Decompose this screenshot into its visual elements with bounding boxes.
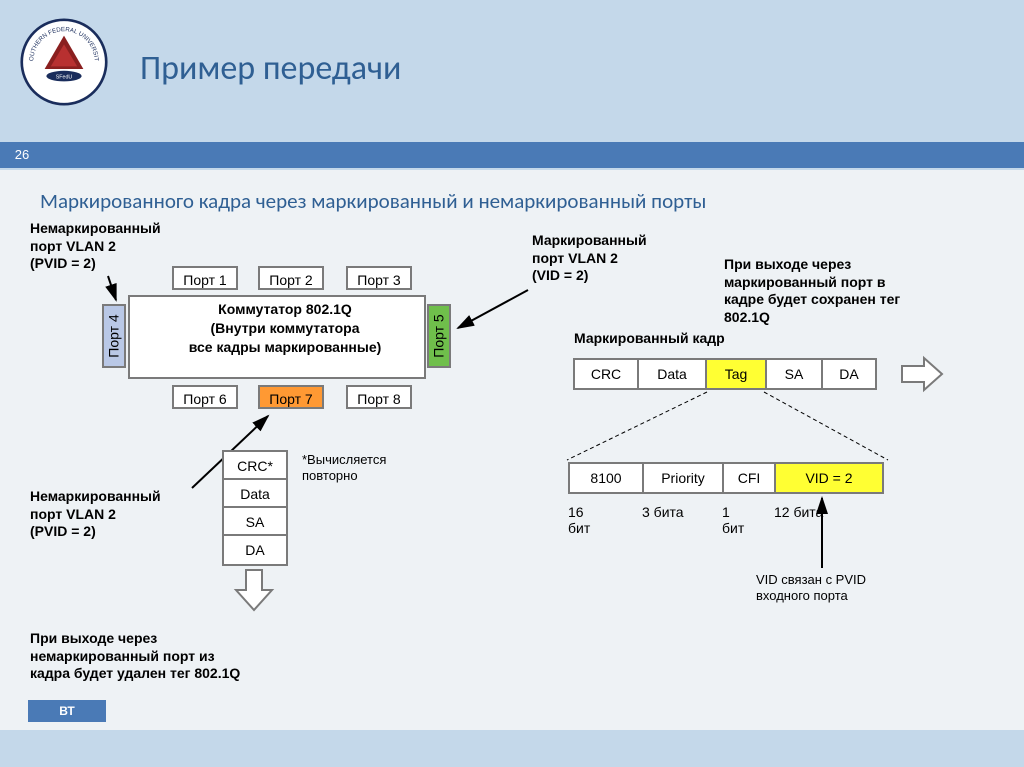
bits-cfi: 1 бит: [722, 504, 774, 536]
svg-text:SFedU: SFedU: [56, 75, 73, 81]
stack-sa: SA: [224, 508, 286, 536]
label-recalc: *Вычисляется повторно: [302, 452, 386, 485]
label-vid-note: VID связан с PVID входного порта: [756, 572, 866, 605]
slide-subtitle: Маркированного кадра через маркированный…: [40, 188, 706, 214]
port-6: Порт 6: [172, 385, 238, 409]
frame-crc: CRC: [573, 358, 637, 390]
tag-tpid: 8100: [568, 462, 642, 494]
slide-title: Пример передачи: [140, 48, 401, 89]
label-bottom-note: При выходе через немаркированный порт из…: [30, 630, 240, 683]
frame-tag: Tag: [705, 358, 765, 390]
port-2: Порт 2: [258, 266, 324, 290]
university-logo-icon: SFedU SOUTHERN FEDERAL UNIVERSITY: [20, 18, 108, 106]
bits-row: 16 бит 3 бита 1 бит 12 бита: [568, 504, 884, 536]
port-5: Порт 5: [427, 304, 451, 368]
port-4-label: Порт 4: [106, 314, 122, 357]
page-number-bar: 26: [0, 142, 1024, 168]
port-8: Порт 8: [346, 385, 412, 409]
frame-da: DA: [821, 358, 877, 390]
label-untagged-left: Немаркированный порт VLAN 2 (PVID = 2): [30, 488, 161, 541]
label-untagged-top: Немаркированный порт VLAN 2 (PVID = 2): [30, 220, 161, 273]
tag-vid: VID = 2: [774, 462, 884, 494]
tag-priority: Priority: [642, 462, 722, 494]
bits-priority: 3 бита: [642, 504, 722, 536]
untagged-stack: CRC* Data SA DA: [222, 450, 288, 566]
arrow-down-icon: [232, 568, 276, 612]
port-4: Порт 4: [102, 304, 126, 368]
bits-vid: 12 бита: [774, 504, 884, 536]
stack-crc: CRC*: [224, 452, 286, 480]
port-1: Порт 1: [172, 266, 238, 290]
slide-header: SFedU SOUTHERN FEDERAL UNIVERSITY Пример…: [0, 0, 1024, 142]
page-number: 26: [0, 142, 44, 168]
frame-sa: SA: [765, 358, 821, 390]
stack-da: DA: [224, 536, 286, 564]
port-3: Порт 3: [346, 266, 412, 290]
slide-content: Маркированного кадра через маркированный…: [0, 170, 1024, 730]
label-tagged-port: Маркированный порт VLAN 2 (VID = 2): [532, 232, 647, 285]
stack-data: Data: [224, 480, 286, 508]
arrow-right-icon: [900, 354, 944, 394]
bits-tpid: 16 бит: [568, 504, 642, 536]
label-right-note: При выходе через маркированный порт в ка…: [724, 256, 900, 326]
footer-badge: ВТ: [28, 700, 106, 722]
label-tagged-frame: Маркированный кадр: [574, 330, 725, 348]
tag-cfi: CFI: [722, 462, 774, 494]
frame-data: Data: [637, 358, 705, 390]
tag-detail-row: 8100 Priority CFI VID = 2: [568, 462, 884, 494]
port-7: Порт 7: [258, 385, 324, 409]
port-5-label: Порт 5: [431, 314, 447, 357]
frame-row: CRC Data Tag SA DA: [573, 358, 877, 390]
switch-body-text: Коммутатор 802.1Q (Внутри коммутатора вс…: [160, 300, 410, 357]
